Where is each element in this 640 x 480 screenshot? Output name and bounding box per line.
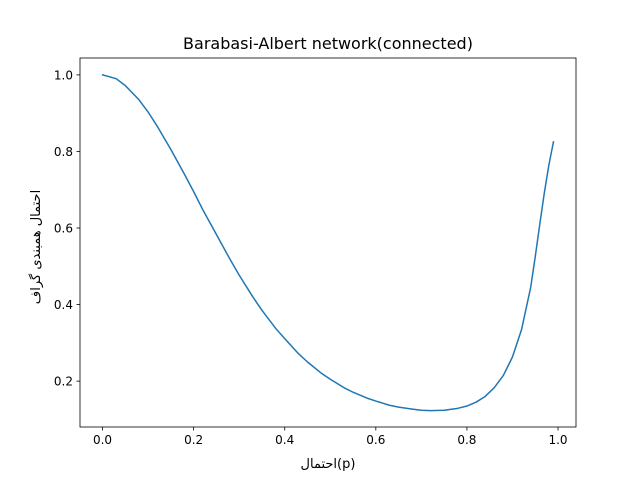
axes-frame [79, 57, 577, 428]
x-tick-label: 0.6 [366, 433, 385, 447]
y-tick-label: 0.2 [54, 375, 73, 389]
x-axis-label: احتمال(p) [301, 457, 356, 472]
x-tick-label: 0.0 [93, 433, 112, 447]
x-tick-label: 0.8 [457, 433, 476, 447]
plot-area: 0.0 0.2 0.4 0.6 0.8 1.0 0.2 0.4 0.6 0.8 1.0 [54, 57, 577, 447]
x-tick-label: 0.2 [184, 433, 203, 447]
y-tick-label: 0.8 [54, 145, 73, 159]
y-tick-label: 0.6 [54, 222, 73, 236]
y-tick-label: 0.4 [54, 298, 73, 312]
y-tick-label: 1.0 [54, 68, 73, 82]
series-line-0 [101, 73, 555, 412]
chart-title: Barabasi-Albert network(connected) [183, 34, 473, 53]
x-tick-label: 0.4 [275, 433, 294, 447]
x-tick-label: 1.0 [548, 433, 567, 447]
y-axis-label: احتمال همبندی گراف [28, 190, 44, 304]
